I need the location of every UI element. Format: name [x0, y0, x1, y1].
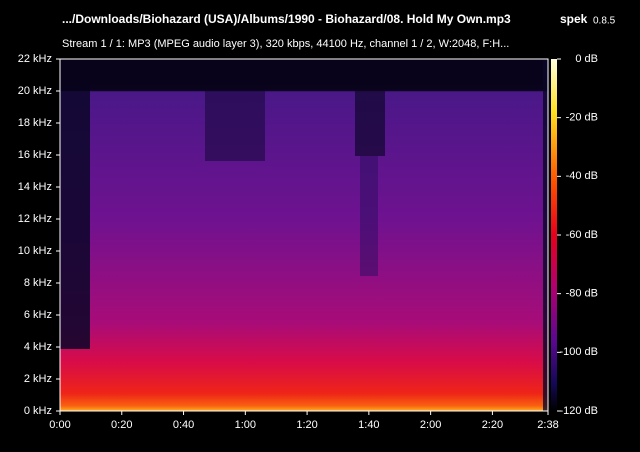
y-tick-label: 2 kHz	[24, 373, 52, 385]
y-tick-label: 14 kHz	[18, 181, 52, 193]
colorbar-tick-label: -120 dB	[559, 405, 598, 417]
colorbar	[551, 59, 557, 411]
y-tick-label: 18 kHz	[18, 117, 52, 129]
x-tick-label: 2:38	[537, 419, 558, 431]
quiet-outro	[543, 59, 548, 411]
plot-frame	[59, 58, 549, 412]
y-tick-label: 8 kHz	[24, 277, 52, 289]
y-tick-label: 20 kHz	[18, 85, 52, 97]
spectrum	[60, 59, 548, 411]
x-tick-label: 1:00	[235, 419, 256, 431]
x-tick-label: 2:20	[482, 419, 503, 431]
y-tick-label: 16 kHz	[18, 149, 52, 161]
app-name: spek	[560, 12, 588, 26]
x-tick-label: 0:40	[173, 419, 194, 431]
x-tick-label: 2:00	[420, 419, 441, 431]
colorbar-tick-label: -60 dB	[566, 229, 598, 241]
y-tick-label: 12 kHz	[18, 213, 52, 225]
colorbar-tick-label: -100 dB	[559, 346, 598, 358]
colorbar-tick-label: -80 dB	[566, 288, 598, 300]
x-tick-label: 0:20	[111, 419, 132, 431]
y-tick-label: 22 kHz	[18, 53, 52, 65]
quiet-section	[355, 91, 385, 156]
quiet-section	[360, 156, 378, 276]
quiet-intro	[60, 59, 90, 349]
colorbar-tick-label: 0 dB	[575, 53, 598, 65]
x-tick-label: 1:20	[296, 419, 317, 431]
y-tick-label: 10 kHz	[18, 245, 52, 257]
x-tick-label: 1:40	[358, 419, 379, 431]
colorbar-tick-label: -40 dB	[566, 170, 598, 182]
app-version: 0.8.5	[593, 16, 616, 27]
y-tick-label: 0 kHz	[24, 405, 52, 417]
quiet-section	[205, 91, 265, 161]
colorbar-tick-label: -20 dB	[566, 112, 598, 124]
x-tick-label: 0:00	[49, 419, 70, 431]
file-title: .../Downloads/Biohazard (USA)/Albums/199…	[62, 12, 511, 26]
cutoff-band	[60, 59, 548, 91]
y-tick-label: 6 kHz	[24, 309, 52, 321]
spectrogram	[60, 59, 548, 411]
y-tick-label: 4 kHz	[24, 341, 52, 353]
stream-info: Stream 1 / 1: MP3 (MPEG audio layer 3), …	[62, 38, 509, 50]
